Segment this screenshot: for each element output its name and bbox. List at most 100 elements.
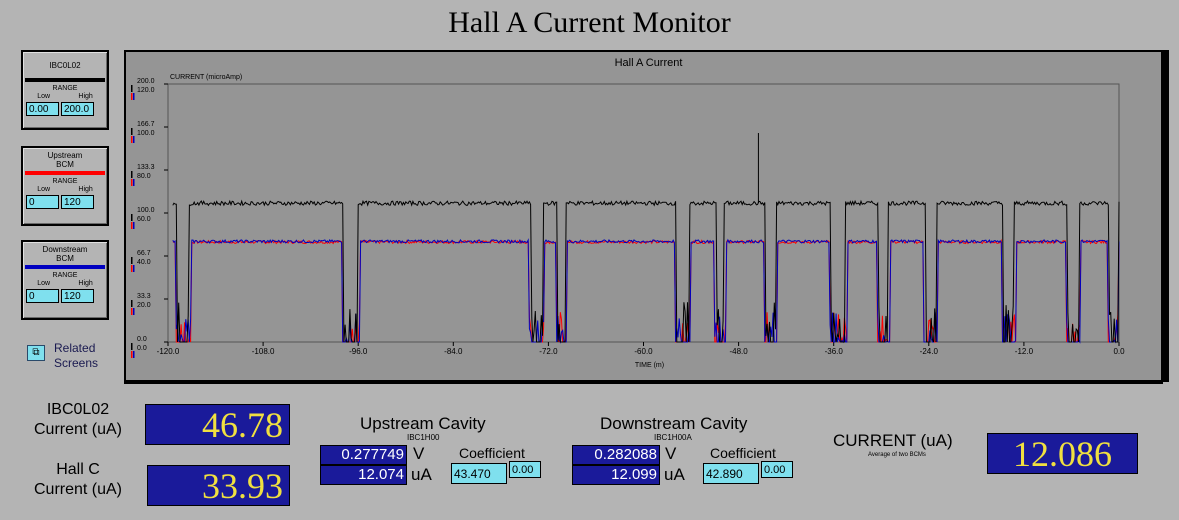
y-tick-label-black: 200.0	[137, 78, 155, 85]
related-screens-label[interactable]: Related Screens	[54, 341, 99, 370]
x-tick-label: -108.0	[252, 347, 275, 356]
y-tick-marker-blue	[133, 222, 135, 229]
high-label: High	[78, 186, 93, 193]
ibc0l02-high-input[interactable]	[61, 102, 94, 116]
x-tick-label: -96.0	[349, 347, 368, 356]
y-tick-marker-black	[131, 171, 133, 178]
y-tick-label-black: 33.3	[137, 293, 151, 300]
upstream-amps-value: 12.074	[320, 465, 407, 485]
downstream-low-input[interactable]	[26, 289, 59, 303]
downstream-amps-unit: uA	[664, 465, 685, 484]
x-axis-label: TIME (m)	[635, 362, 664, 369]
downstream-volts-value: 0.282088	[572, 445, 660, 465]
control-name: Downstream BCM	[42, 245, 88, 263]
x-tick-label: -48.0	[729, 347, 748, 356]
y-tick-marker-red	[131, 136, 133, 143]
downstream-pv-label: IBC1H00A	[654, 433, 692, 442]
ibc0l02-color-swatch	[25, 78, 105, 82]
plot-area	[167, 83, 1120, 343]
upstream-volts-unit: V	[413, 444, 425, 463]
y-tick-marker-blue	[133, 136, 135, 143]
upstream-range-panel: Upstream BCM RANGE Low High	[21, 146, 109, 226]
upstream-offset-input[interactable]	[509, 461, 541, 478]
series-line-downstream-bcm	[172, 238, 1120, 344]
hallc-current-label: Hall C Current (uA)	[33, 461, 123, 498]
downstream-offset-input[interactable]	[761, 461, 793, 478]
y-tick-marker-red	[131, 222, 133, 229]
high-label: High	[78, 93, 93, 100]
downstream-volts-unit: V	[665, 444, 677, 463]
y-tick-marker-red	[131, 93, 133, 100]
low-label: Low	[37, 280, 51, 287]
upstream-coefficient-input[interactable]	[451, 463, 507, 484]
window-title: Hall A Current Monitor	[448, 6, 731, 39]
ibc0l02-current-label: IBC0L02 Current (uA)	[33, 401, 123, 438]
downstream-range-panel: Downstream BCM RANGE Low High	[21, 240, 109, 320]
y-tick-label-color: 100.0	[137, 130, 155, 137]
y-tick-label-black: 166.7	[137, 121, 155, 128]
y-tick-marker-black	[131, 300, 133, 307]
upstream-high-input[interactable]	[61, 195, 94, 209]
downstream-coefficient-input[interactable]	[703, 463, 759, 484]
x-tick-label: -36.0	[825, 347, 844, 356]
y-axis-label: CURRENT (microAmp)	[170, 74, 242, 81]
y-tick-marker-red	[131, 265, 133, 272]
hallc-current-value: 33.93	[147, 465, 290, 506]
ibc0l02-current-value: 46.78	[145, 404, 290, 445]
downstream-cavity-title: Downstream Cavity	[600, 414, 748, 433]
y-tick-label-color: 60.0	[137, 216, 151, 223]
y-tick-label-color: 120.0	[137, 87, 155, 94]
x-tick-label: -60.0	[634, 347, 653, 356]
y-tick-label-black: 66.7	[137, 250, 151, 257]
series-line-upstream-bcm	[172, 238, 1120, 343]
related-screens-button[interactable]: ⧉	[27, 345, 45, 361]
upstream-color-swatch	[25, 171, 105, 175]
y-tick-label-black: 100.0	[137, 207, 155, 214]
downstream-high-input[interactable]	[61, 289, 94, 303]
strip-chart[interactable]: Hall A Current CURRENT (microAmp) TIME (m)…	[124, 50, 1163, 382]
y-tick-marker-black	[131, 214, 133, 221]
control-name: IBC0L02	[49, 61, 81, 70]
average-current-value: 12.086	[987, 433, 1138, 474]
x-tick-label: -72.0	[539, 347, 558, 356]
downstream-coefficient-label: Coefficient	[710, 445, 776, 461]
y-tick-label-black: 0.0	[137, 336, 147, 343]
range-label: RANGE	[52, 178, 78, 185]
y-tick-marker-blue	[133, 265, 135, 272]
y-tick-marker-blue	[133, 93, 135, 100]
upstream-amps-unit: uA	[411, 465, 432, 484]
range-label: RANGE	[52, 85, 78, 92]
downstream-amps-value: 12.099	[572, 465, 660, 485]
y-tick-label-color: 0.0	[137, 345, 147, 352]
low-label: Low	[37, 186, 51, 193]
y-tick-marker-black	[131, 343, 133, 350]
ibc0l02-low-input[interactable]	[26, 102, 59, 116]
low-label: Low	[37, 93, 51, 100]
y-tick-label-black: 133.3	[137, 164, 155, 171]
x-tick-label: -24.0	[920, 347, 939, 356]
x-tick-label: -12.0	[1015, 347, 1034, 356]
upstream-coefficient-label: Coefficient	[459, 445, 525, 461]
range-label: RANGE	[52, 272, 78, 279]
upstream-pv-label: IBC1H00	[407, 433, 440, 442]
upstream-low-input[interactable]	[26, 195, 59, 209]
x-tick-label: -84.0	[444, 347, 463, 356]
y-tick-marker-black	[131, 257, 133, 264]
y-tick-marker-red	[131, 308, 133, 315]
y-tick-label-color: 80.0	[137, 173, 151, 180]
upstream-volts-value: 0.277749	[320, 445, 407, 465]
related-screens-icon: ⧉	[32, 347, 40, 358]
y-tick-marker-blue	[133, 179, 135, 186]
y-tick-marker-black	[131, 128, 133, 135]
chart-canvas: Hall A Current CURRENT (microAmp) TIME (m)…	[131, 57, 1125, 369]
y-tick-label-color: 40.0	[137, 259, 151, 266]
high-label: High	[78, 280, 93, 287]
downstream-color-swatch	[25, 265, 105, 269]
average-current-label: CURRENT (uA)	[833, 431, 953, 450]
y-tick-marker-blue	[133, 351, 135, 358]
ibc0l02-range-panel: IBC0L02 RANGE Low High	[21, 50, 109, 130]
series-line-ibc0l02	[172, 199, 1120, 343]
y-tick-marker-blue	[133, 308, 135, 315]
average-current-sublabel: Average of two BCMs	[868, 452, 926, 458]
y-tick-marker-black	[131, 85, 133, 92]
